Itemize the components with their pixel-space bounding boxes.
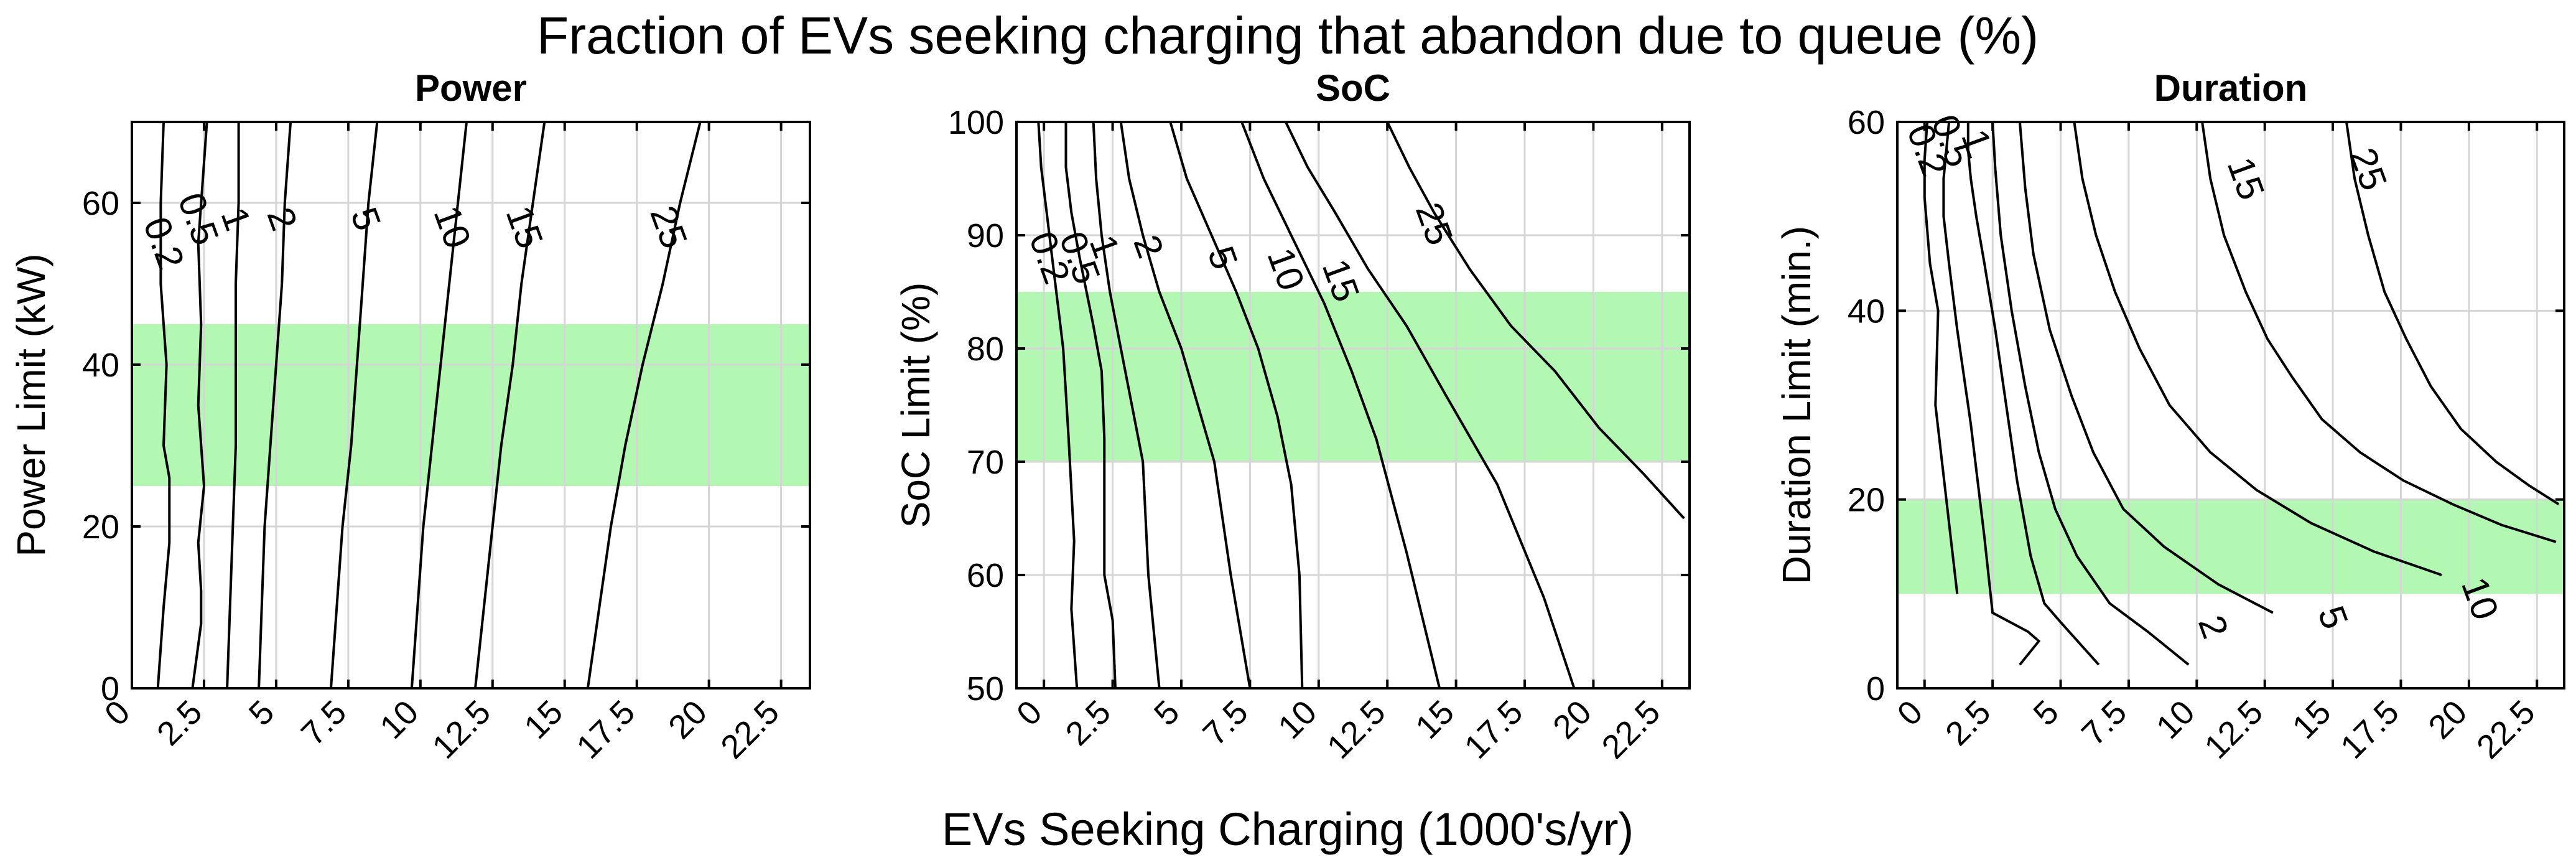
- contour-line-5: [2018, 122, 2274, 614]
- x-tick-label: 5: [242, 693, 282, 733]
- x-tick-label: 7.5: [1196, 693, 1255, 753]
- contour-line-5: [330, 122, 379, 688]
- x-tick-label: 20: [661, 693, 714, 746]
- contour-line-0.5: [1064, 122, 1117, 688]
- x-tick-label: 20: [2421, 693, 2474, 746]
- plot-frame: [1896, 121, 2565, 690]
- contour-group: [156, 122, 702, 688]
- contour-line-0.5: [1942, 122, 2041, 666]
- y-tick-label: 60: [967, 557, 1004, 594]
- x-tick-label: 15: [2285, 693, 2338, 746]
- x-tick-label: 7.5: [294, 693, 354, 753]
- x-tick-label: 10: [1271, 693, 1324, 746]
- y-tick-label: 0: [101, 670, 119, 708]
- contour-line-10: [2073, 122, 2442, 576]
- x-tick-label: 17.5: [569, 693, 642, 766]
- y-tick-label: 20: [1848, 482, 1885, 519]
- x-tick-label: 10: [2149, 693, 2202, 746]
- y-tick-label: 20: [82, 508, 119, 546]
- contour-line-15: [2201, 122, 2557, 543]
- y-tick-label: 50: [967, 670, 1004, 708]
- contour-line-2: [1119, 122, 1252, 688]
- contour-line-15: [474, 122, 546, 688]
- y-tick-label: 60: [1848, 104, 1885, 141]
- plot-frame: [131, 121, 811, 690]
- contour-line-0.5: [191, 122, 208, 688]
- y-axis-label: Duration Limit (min.): [1774, 226, 1819, 584]
- contour-group: [1037, 122, 1685, 688]
- y-tick-label: 80: [967, 330, 1004, 368]
- x-tick-label: 2.5: [150, 693, 210, 753]
- contour-line-0.2: [1923, 122, 1959, 594]
- panel-title: Power: [415, 67, 527, 109]
- x-tick-label: 0: [1890, 693, 1930, 733]
- x-tick-label: 22.5: [2470, 693, 2542, 766]
- plot-frame: [1015, 121, 1691, 690]
- contour-line-10: [410, 122, 468, 688]
- limit-band: [1897, 499, 2564, 594]
- x-tick-label: 22.5: [1595, 693, 1668, 766]
- y-tick-label: 70: [967, 444, 1004, 481]
- x-tick-label: 2.5: [1059, 693, 1118, 753]
- contour-line-25: [2345, 122, 2560, 505]
- y-tick-label: 100: [948, 104, 1004, 141]
- contour-line-5: [1169, 122, 1304, 688]
- contour-line-15: [1285, 122, 1576, 688]
- x-tick-label: 20: [1546, 693, 1599, 746]
- x-tick-label: 5: [1147, 693, 1187, 733]
- y-tick-label: 40: [82, 347, 119, 384]
- contour-line-1: [1092, 122, 1161, 688]
- shared-x-axis-label: EVs Seeking Charging (1000's/yr): [942, 803, 1634, 855]
- y-axis-label: SoC Limit (%): [893, 283, 938, 528]
- x-tick-label: 0: [1010, 693, 1049, 733]
- x-tick-label: 22.5: [714, 693, 786, 766]
- x-tick-label: 5: [2026, 693, 2066, 733]
- x-tick-label: 10: [373, 693, 425, 746]
- y-axis-label: Power Limit (kW): [9, 253, 53, 556]
- x-tick-label: 7.5: [2075, 693, 2134, 753]
- contour-line-10: [1240, 122, 1441, 688]
- x-tick-label: 2.5: [1938, 693, 1998, 753]
- y-tick-label: 0: [1866, 670, 1885, 708]
- contour-line-1: [1966, 122, 2100, 666]
- x-tick-label: 15: [517, 693, 570, 746]
- contour-line-1: [226, 122, 240, 688]
- contour-line-0.2: [156, 122, 171, 688]
- contour-group: [1923, 122, 2560, 666]
- panel-title: Duration: [2154, 67, 2308, 109]
- x-tick-label: 12.5: [1320, 693, 1393, 766]
- y-tick-label: 40: [1848, 292, 1885, 330]
- y-tick-label: 90: [967, 217, 1004, 255]
- chart-panel-power: 0.20.51 2 5 10 15 250 2.5 5 7.5 10 12.5 15 17.5 20 22.…: [9, 67, 811, 766]
- panel-title: SoC: [1316, 67, 1390, 109]
- x-tick-label: 17.5: [1458, 693, 1530, 766]
- figure-title: Fraction of EVs seeking charging that ab…: [537, 6, 2039, 65]
- x-tick-label: 17.5: [2333, 693, 2406, 766]
- contour-line-0.2: [1037, 122, 1079, 688]
- y-tick-label: 60: [82, 185, 119, 222]
- contour-line-25: [586, 122, 702, 688]
- contour-line-2: [1991, 122, 2190, 666]
- limit-band: [132, 324, 810, 486]
- contour-line-2: [258, 122, 292, 688]
- x-tick-label: 15: [1408, 693, 1461, 746]
- x-tick-label: 12.5: [425, 693, 498, 766]
- contour-line-25: [1386, 122, 1685, 520]
- x-tick-label: 12.5: [2197, 693, 2270, 766]
